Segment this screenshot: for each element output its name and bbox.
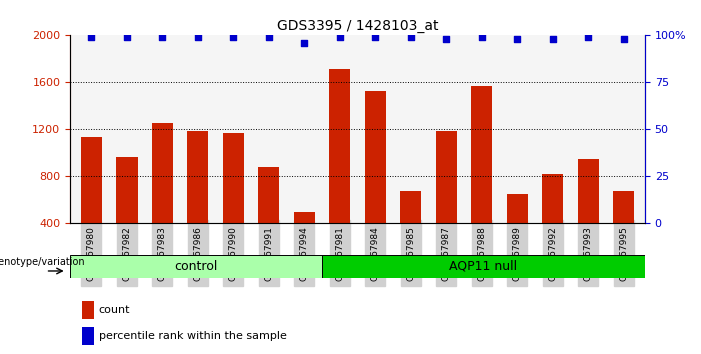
Title: GDS3395 / 1428103_at: GDS3395 / 1428103_at [277,19,438,33]
Point [299,40,310,46]
Point [192,34,203,40]
Point [228,34,239,40]
Bar [294,212,315,223]
Point [157,34,168,40]
Text: genotype/variation: genotype/variation [0,257,85,267]
Point [476,34,487,40]
Bar [258,167,280,223]
Bar [329,69,350,223]
Point [405,34,416,40]
Bar [187,131,208,223]
Bar [81,137,102,223]
Bar [116,157,137,223]
Point [369,34,381,40]
Bar [223,133,244,223]
Point [441,36,452,42]
Bar [81,327,94,345]
Text: AQP11 null: AQP11 null [449,260,517,273]
Text: percentile rank within the sample: percentile rank within the sample [99,331,287,341]
Point [86,34,97,40]
Text: count: count [99,305,130,315]
Point [121,34,132,40]
Bar [70,255,322,278]
Bar [435,131,457,223]
Bar [151,123,173,223]
Bar [542,174,564,223]
Bar [365,91,386,223]
Bar [507,194,528,223]
Point [512,36,523,42]
Text: control: control [175,260,218,273]
Point [334,34,346,40]
Point [583,34,594,40]
Point [618,36,629,42]
Point [547,36,558,42]
Bar [81,301,94,319]
Point [263,34,274,40]
Bar [578,159,599,223]
Bar [400,192,421,223]
Bar [613,192,634,223]
Bar [471,86,492,223]
Bar [322,255,645,278]
